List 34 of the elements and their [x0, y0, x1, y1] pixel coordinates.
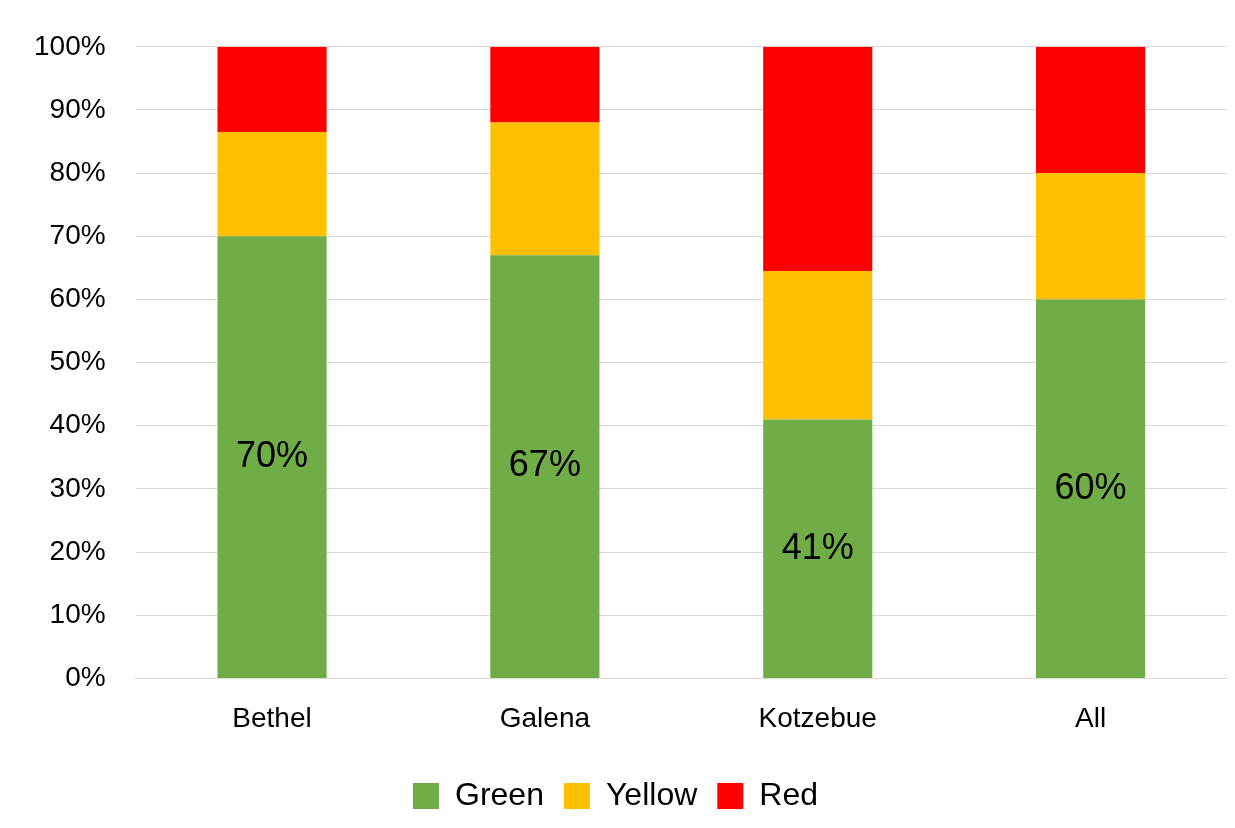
legend-label: Green [455, 775, 544, 812]
y-tick-label: 70% [49, 219, 106, 250]
bar [1036, 46, 1146, 174]
x-tick-label: Kotzebue [758, 701, 877, 733]
bar [217, 236, 327, 678]
y-tick-label: 80% [49, 155, 106, 187]
x-tick-label: Bethel [232, 701, 312, 733]
bar [763, 271, 873, 420]
x-tick-label: Galena [499, 701, 591, 733]
data-label: 41% [781, 525, 854, 567]
bar [490, 46, 600, 123]
data-label: 60% [1054, 465, 1127, 507]
y-tick-label: 20% [49, 534, 106, 566]
bar [490, 255, 600, 678]
x-tick-label: All [1075, 701, 1107, 733]
y-tick-label: 10% [49, 597, 106, 629]
bar [763, 46, 873, 272]
y-tick-label: 0% [65, 661, 106, 693]
data-label: 70% [236, 434, 309, 476]
bar [217, 46, 327, 133]
y-tick-label: 90% [49, 92, 106, 124]
y-tick-label: 50% [49, 345, 106, 377]
legend-label: Red [759, 775, 818, 812]
legend-label: Yellow [605, 775, 699, 812]
y-tick-label: 30% [49, 471, 106, 503]
y-tick-label: 60% [49, 282, 106, 314]
bar [763, 419, 873, 678]
y-tick-label: 40% [49, 408, 106, 440]
bar [1036, 173, 1146, 300]
bar [490, 122, 600, 256]
bar [1036, 299, 1146, 678]
data-label: 67% [508, 443, 581, 485]
bar [217, 132, 327, 237]
y-tick-label: 100% [33, 29, 106, 61]
